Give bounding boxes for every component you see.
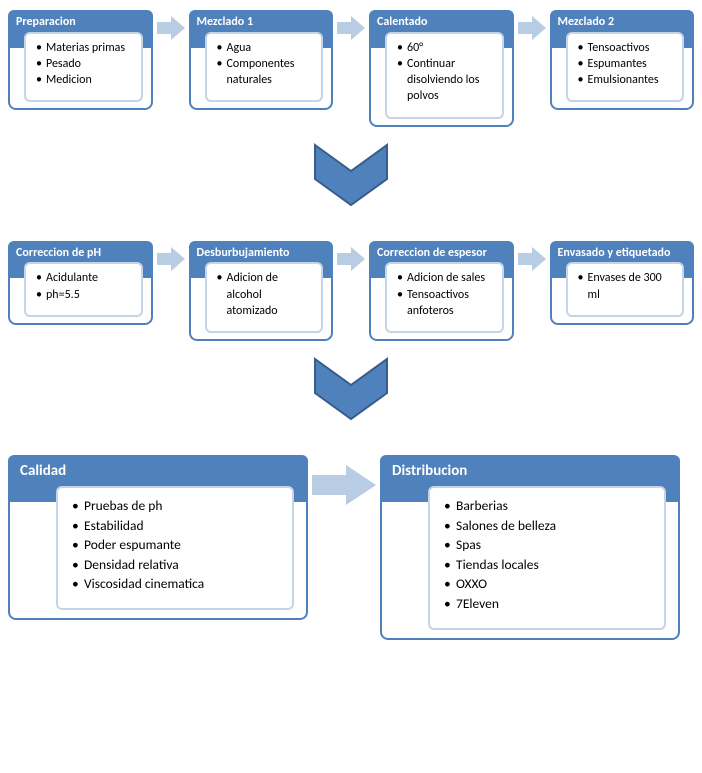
item: Envases de 300 ml <box>578 270 675 302</box>
box-body: Acidulante ph=5.5 <box>24 262 143 316</box>
box-correccion-espesor: Correccion de espesor Adicion de sales T… <box>369 241 514 341</box>
item: Medicion <box>36 72 133 88</box>
item: Densidad relativa <box>72 555 282 575</box>
item: Pesado <box>36 56 133 72</box>
down-connector-1 <box>8 141 694 211</box>
item: Barberias <box>444 496 654 516</box>
chevron-down-icon <box>311 355 391 421</box>
box-body: Pruebas de ph Estabilidad Poder espumant… <box>56 486 294 610</box>
box-body: Tensoactivos Espumantes Emulsionantes <box>566 32 685 103</box>
box-body: 60° Continuar disolviendo los polvos <box>385 32 504 119</box>
item: Tensoactivos anfoteros <box>397 287 494 319</box>
arrow-right-icon <box>518 247 546 271</box>
arrow-right-icon <box>337 247 365 271</box>
box-frame: Tensoactivos Espumantes Emulsionantes <box>550 46 695 111</box>
arrow-right-icon <box>157 16 185 40</box>
arrow-right-icon <box>337 16 365 40</box>
box-frame: Adicion de sales Tensoactivos anfoteros <box>369 276 514 341</box>
box-calentado: Calentado 60° Continuar disolviendo los … <box>369 10 514 127</box>
box-frame: Materias primas Pesado Medicion <box>8 46 153 111</box>
box-body: Materias primas Pesado Medicion <box>24 32 143 103</box>
item: Espumantes <box>578 56 675 72</box>
chevron-down-icon <box>311 141 391 207</box>
box-frame: 60° Continuar disolviendo los polvos <box>369 46 514 127</box>
down-connector-2 <box>8 355 694 425</box>
item: Spas <box>444 535 654 555</box>
item: Tiendas locales <box>444 555 654 575</box>
box-body: Envases de 300 ml <box>566 262 685 316</box>
box-mezclado2: Mezclado 2 Tensoactivos Espumantes Emuls… <box>550 10 695 110</box>
item: Tensoactivos <box>578 40 675 56</box>
arrow-right-icon <box>518 16 546 40</box>
box-correccion-ph: Correccion de pH Acidulante ph=5.5 <box>8 241 153 325</box>
box-distribucion: Distribucion Barberias Salones de bellez… <box>380 455 680 640</box>
item: 60° <box>397 40 494 56</box>
item: Adicion de sales <box>397 270 494 286</box>
box-frame: Pruebas de ph Estabilidad Poder espumant… <box>8 500 308 620</box>
box-body: Barberias Salones de belleza Spas Tienda… <box>428 486 666 629</box>
arrow-right-icon <box>312 465 376 505</box>
arrow-right-icon <box>157 247 185 271</box>
item: Materias primas <box>36 40 133 56</box>
box-body: Adicion de alcohol atomizado <box>205 262 324 333</box>
box-body: Agua Componentes naturales <box>205 32 324 103</box>
item: Poder espumante <box>72 535 282 555</box>
box-envasado: Envasado y etiquetado Envases de 300 ml <box>550 241 695 325</box>
box-frame: Adicion de alcohol atomizado <box>189 276 334 341</box>
box-body: Adicion de sales Tensoactivos anfoteros <box>385 262 504 333</box>
item: Emulsionantes <box>578 72 675 88</box>
box-preparacion: Preparacion Materias primas Pesado Medic… <box>8 10 153 110</box>
item: Agua <box>217 40 314 56</box>
box-calidad: Calidad Pruebas de ph Estabilidad Poder … <box>8 455 308 620</box>
box-frame: Acidulante ph=5.5 <box>8 276 153 324</box>
process-row-2: Correccion de pH Acidulante ph=5.5 Desbu… <box>8 241 694 341</box>
process-row-1: Preparacion Materias primas Pesado Medic… <box>8 10 694 127</box>
box-mezclado1: Mezclado 1 Agua Componentes naturales <box>189 10 334 110</box>
box-frame: Agua Componentes naturales <box>189 46 334 111</box>
process-row-3: Calidad Pruebas de ph Estabilidad Poder … <box>8 455 694 640</box>
item: Continuar disolviendo los polvos <box>397 56 494 105</box>
item: Estabilidad <box>72 516 282 536</box>
item: Viscosidad cinematica <box>72 574 282 594</box>
item: Pruebas de ph <box>72 496 282 516</box>
box-frame: Envases de 300 ml <box>550 276 695 324</box>
item: ph=5.5 <box>36 287 133 303</box>
item: Salones de belleza <box>444 516 654 536</box>
box-desburbujamiento: Desburbujamiento Adicion de alcohol atom… <box>189 241 334 341</box>
item: 7Eleven <box>444 594 654 614</box>
item: Acidulante <box>36 270 133 286</box>
item: Componentes naturales <box>217 56 314 88</box>
item: Adicion de alcohol atomizado <box>217 270 314 319</box>
box-frame: Barberias Salones de belleza Spas Tienda… <box>380 500 680 639</box>
item: OXXO <box>444 574 654 594</box>
